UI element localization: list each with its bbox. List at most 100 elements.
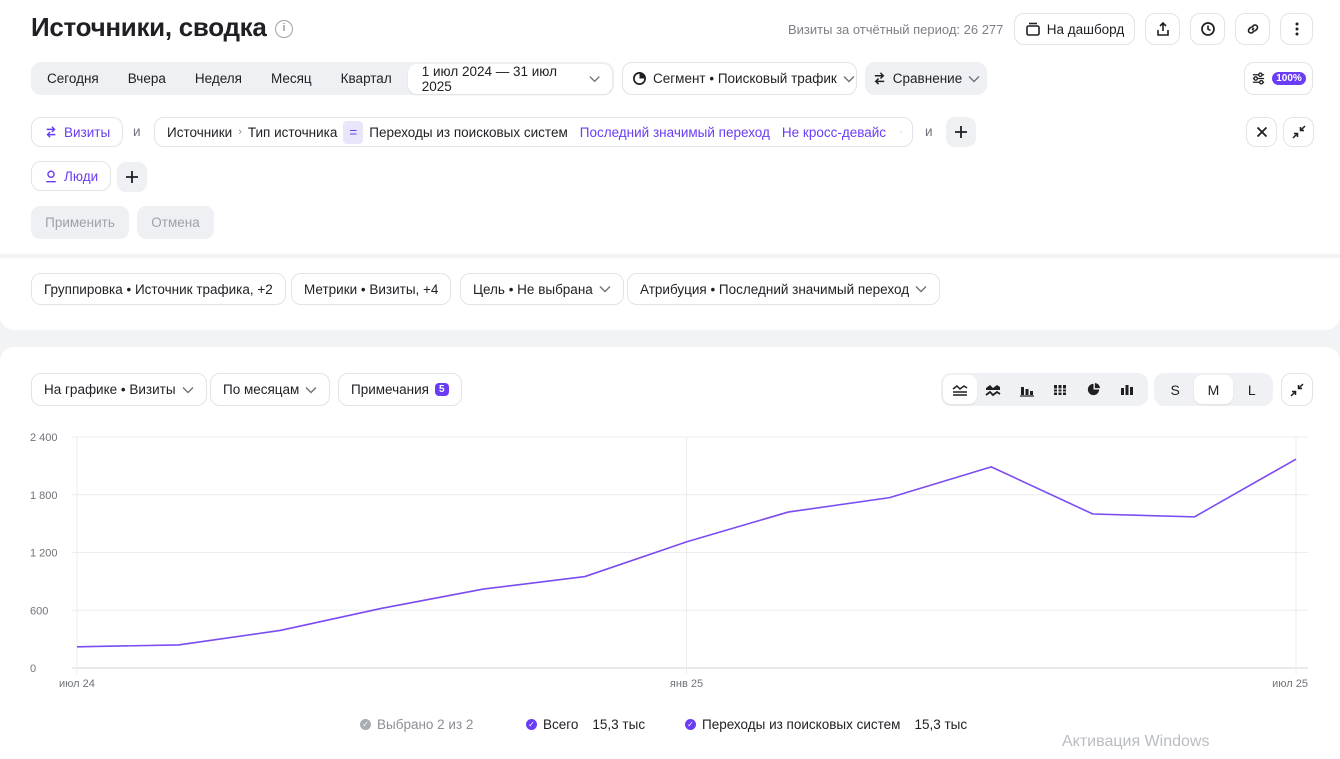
- legend-series-value: 15,3 тыс: [914, 717, 968, 732]
- size-l-button[interactable]: L: [1247, 381, 1256, 398]
- clear-filters-button[interactable]: [1246, 117, 1277, 147]
- grouping-button[interactable]: Группировка • Источник трафика, +2: [31, 273, 286, 305]
- add-people-filter-button[interactable]: [117, 162, 147, 192]
- and-conjunction: и: [133, 124, 141, 139]
- report-header-panel: Источники, сводка i Визиты за отчётный п…: [0, 0, 1340, 254]
- more-menu-button[interactable]: [1280, 13, 1313, 45]
- compare-icon: [874, 72, 885, 85]
- chevron-down-icon: [182, 386, 194, 393]
- date-range-picker[interactable]: 1 июл 2024 — 31 июл 2025: [407, 63, 612, 94]
- bar-chart-icon: [1121, 384, 1134, 395]
- y-tick-label: 2 400: [30, 432, 58, 444]
- segment-dropdown[interactable]: Сегмент • Поисковый трафик: [622, 62, 857, 95]
- people-filter-chip[interactable]: Люди: [31, 161, 112, 191]
- collapse-filters-button[interactable]: [1283, 117, 1314, 147]
- add-to-dashboard-button[interactable]: На дашборд: [1014, 13, 1135, 45]
- legend-total-item[interactable]: ✓ Всего 15,3 тыс: [526, 717, 645, 732]
- chart-period-dropdown[interactable]: По месяцам: [210, 373, 331, 406]
- export-button[interactable]: [1145, 13, 1180, 45]
- period-today[interactable]: Сегодня: [47, 71, 99, 86]
- apply-button[interactable]: Применить: [31, 206, 129, 239]
- collapse-icon: [1291, 125, 1306, 139]
- close-icon: [1256, 126, 1267, 138]
- size-s-button[interactable]: S: [1170, 381, 1180, 398]
- chevron-down-icon: [589, 75, 600, 82]
- sliders-icon: [1253, 72, 1265, 85]
- period-week[interactable]: Неделя: [194, 71, 242, 86]
- chart-type-columns[interactable]: [1044, 375, 1078, 404]
- x-tick-label: июл 24: [59, 678, 95, 690]
- info-icon[interactable]: i: [275, 20, 293, 38]
- pie-chart-icon: [1088, 382, 1101, 396]
- legend-total-label: Всего: [543, 717, 579, 732]
- stacked-bar-icon: [1019, 386, 1034, 397]
- dashboard-label: На дашборд: [1046, 21, 1125, 37]
- attribution-dropdown[interactable]: Атрибуция • Последний значимый переход: [627, 273, 941, 305]
- chart-period-label: По месяцам: [223, 382, 300, 397]
- size-m-button[interactable]: M: [1194, 375, 1233, 404]
- area-chart-icon: [985, 384, 1001, 396]
- chart-type-pie[interactable]: [1077, 375, 1111, 404]
- sampling-button[interactable]: 100%: [1244, 62, 1313, 95]
- sampling-badge: 100%: [1272, 72, 1306, 85]
- more-icon: [1295, 22, 1298, 36]
- period-yesterday[interactable]: Вчера: [127, 71, 166, 86]
- chart-type-toolbar: [941, 373, 1148, 406]
- checkbox-icon: ✓: [360, 719, 371, 730]
- goal-dropdown[interactable]: Цель • Не выбрана: [460, 273, 624, 305]
- cancel-button[interactable]: Отмена: [137, 206, 214, 239]
- filter-attribution[interactable]: Последний значимый переход: [579, 124, 770, 140]
- legend-selected-label: Выбрано 2 из 2: [377, 717, 474, 732]
- chart-type-line[interactable]: [943, 375, 977, 404]
- source-filter-chip[interactable]: Источники › Тип источника = Переходы из …: [154, 117, 913, 147]
- collapse-icon: [1290, 382, 1304, 397]
- legend-selected-toggle[interactable]: ✓ Выбрано 2 из 2: [360, 717, 473, 732]
- page-title: Источники, сводка: [31, 12, 267, 42]
- export-icon: [1156, 21, 1169, 36]
- share-link-button[interactable]: [1235, 13, 1270, 45]
- chart-type-area[interactable]: [977, 375, 1011, 404]
- filter-crossdevice[interactable]: Не кросс-девайс: [781, 124, 887, 140]
- visits-filter-chip[interactable]: Визиты: [31, 117, 124, 147]
- link-icon: [1247, 24, 1258, 34]
- plus-icon: [955, 126, 967, 138]
- series-lines: [76, 458, 1297, 648]
- period-selector: Сегодня Вчера Неделя Месяц Квартал 1 июл…: [31, 62, 614, 95]
- history-button[interactable]: [1190, 13, 1225, 45]
- period-month[interactable]: Месяц: [270, 71, 312, 86]
- goal-label: Цель • Не выбрана: [473, 281, 593, 297]
- filter-path-b: Тип источника: [247, 124, 338, 140]
- chart-type-stacked[interactable]: [1010, 375, 1044, 404]
- checkbox-icon: ✓: [526, 719, 537, 730]
- add-filter-button[interactable]: [946, 117, 976, 147]
- y-tick-label: 600: [30, 605, 48, 617]
- person-icon: [46, 170, 56, 183]
- chevron-down-icon: [843, 75, 855, 82]
- chart-type-bar[interactable]: [1111, 375, 1145, 404]
- period-quarter[interactable]: Квартал: [340, 71, 392, 86]
- notes-button[interactable]: Примечания 5: [338, 373, 462, 406]
- comparison-dropdown[interactable]: Сравнение: [865, 62, 987, 95]
- chevron-down-icon: [915, 286, 927, 293]
- plus-icon: [126, 171, 138, 183]
- checkbox-icon: ✓: [685, 719, 696, 730]
- chart-metric-label: На графике • Визиты: [44, 382, 176, 397]
- collapse-chart-button[interactable]: [1281, 373, 1313, 406]
- metrics-button[interactable]: Метрики • Визиты, +4: [291, 273, 452, 305]
- line-chart: 2 400 1 800 1 200 600 0 июл 24 янв 25 июл 25: [30, 432, 1308, 690]
- date-range-label: 1 июл 2024 — 31 июл 2025: [421, 63, 558, 94]
- people-filter-label: Люди: [64, 168, 99, 184]
- close-icon[interactable]: [900, 126, 902, 138]
- pie-segment-icon: [633, 72, 646, 85]
- filter-path-a: Источники: [167, 124, 233, 140]
- filter-operator: =: [343, 120, 364, 144]
- y-tick-label: 0: [30, 663, 36, 675]
- x-axis-ticks: июл 24 янв 25 июл 25: [59, 678, 1308, 690]
- filter-value: Переходы из поисковых систем: [369, 124, 568, 140]
- chevron-down-icon: [305, 386, 317, 393]
- legend-series-item[interactable]: ✓ Переходы из поисковых систем 15,3 тыс: [685, 717, 967, 732]
- chart-size-selector: S M L: [1154, 373, 1273, 406]
- chart-grid: [72, 436, 1308, 674]
- chart-metric-dropdown[interactable]: На графике • Визиты: [31, 373, 207, 406]
- chevron-down-icon: [968, 75, 980, 82]
